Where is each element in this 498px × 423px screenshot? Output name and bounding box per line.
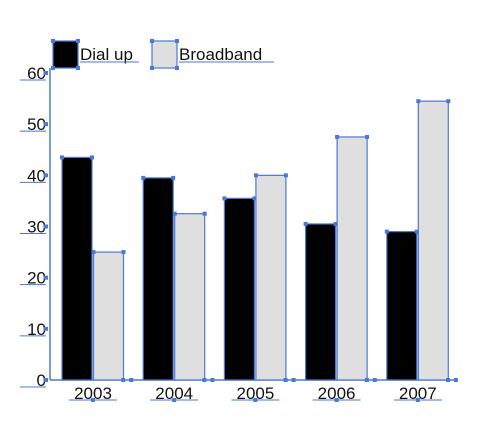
bar-broadband-2006 [336,136,368,381]
selection-handle [364,378,369,382]
selection-handle [283,173,288,178]
legend: Dial up Broadband [52,40,274,69]
x-tick-label: 2006 [318,384,356,403]
selection-handle [44,173,48,178]
selection-handle [253,398,258,402]
selection-handle [44,122,48,127]
selection-handle [129,378,134,382]
selection-handle [414,229,419,234]
selection-handle [446,99,451,104]
selection-handle [60,155,64,160]
y-tick-label: 50 [27,115,46,134]
bar-broadband-2003 [92,251,125,381]
selection-handle [172,398,177,402]
x-tick-label: 2005 [236,384,274,403]
y-tick-label: 30 [27,218,46,237]
selection-handle [171,175,176,180]
bar-broadband-2004 [174,213,206,381]
y-tick-label: 0 [37,371,46,390]
bars [61,100,449,381]
legend-label-dial-up: Dial up [80,45,133,64]
selection-handle [51,39,55,43]
selection-handle [415,398,420,402]
bar-broadband-2007 [417,100,449,381]
selection-handle [141,175,146,180]
selection-handle [150,39,154,43]
selection-handle [333,221,338,226]
selection-handle [283,378,288,382]
bar-dial-up-2006 [305,223,337,381]
selection-handle [291,378,296,382]
selection-handle [44,224,48,229]
selection-handle [252,196,257,201]
selection-handle [334,398,339,402]
selection-handle [416,99,421,104]
selection-handle [121,378,126,382]
x-tick-label: 2003 [74,384,112,403]
selection-handle [121,250,126,255]
bar-dial-up-2003 [61,156,93,381]
legend-swatch-dial-up [52,40,79,69]
selection-handle [90,155,94,160]
selection-handle [91,250,96,255]
selection-handle [172,211,177,216]
selection-handle [365,134,370,139]
selection-handle [51,66,55,70]
selection-handle [91,398,95,402]
selection-handle [44,275,48,280]
selection-handle [222,196,227,201]
selection-handle [372,378,377,382]
selection-handle [202,378,207,382]
y-tick-labels: 0 10 20 30 40 50 60 [20,64,46,390]
selection-handle [76,39,80,43]
selection-handle [384,229,389,234]
bar-broadband-2005 [255,174,287,381]
selection-handle [454,378,458,382]
selection-handle [76,66,80,70]
bar-dial-up-2007 [386,231,418,381]
legend-swatch-broadband [151,40,178,69]
x-tick-labels: 2003 2004 2005 2006 2007 [69,384,442,403]
y-tick-label: 20 [27,269,46,288]
y-tick-label: 40 [27,166,46,185]
selection-handle [175,66,179,70]
selection-handle [44,71,48,75]
selection-handle [175,39,179,43]
x-tick-label: 2007 [399,384,437,403]
selection-handle [44,326,48,331]
y-tick-label: 60 [27,64,46,83]
selection-handle [202,211,207,216]
selection-handle [44,378,48,382]
selection-handle [253,173,258,178]
selection-handles [44,39,458,402]
bar-dial-up-2004 [142,177,174,381]
legend-label-broadband: Broadband [179,45,262,64]
selection-handle [335,134,340,139]
selection-handle [210,378,215,382]
y-tick-label: 10 [27,320,46,339]
selection-handle [150,66,154,70]
selection-handle [446,378,450,382]
bar-dial-up-2005 [223,197,255,381]
x-tick-label: 2004 [155,384,193,403]
selection-handle [303,221,308,226]
